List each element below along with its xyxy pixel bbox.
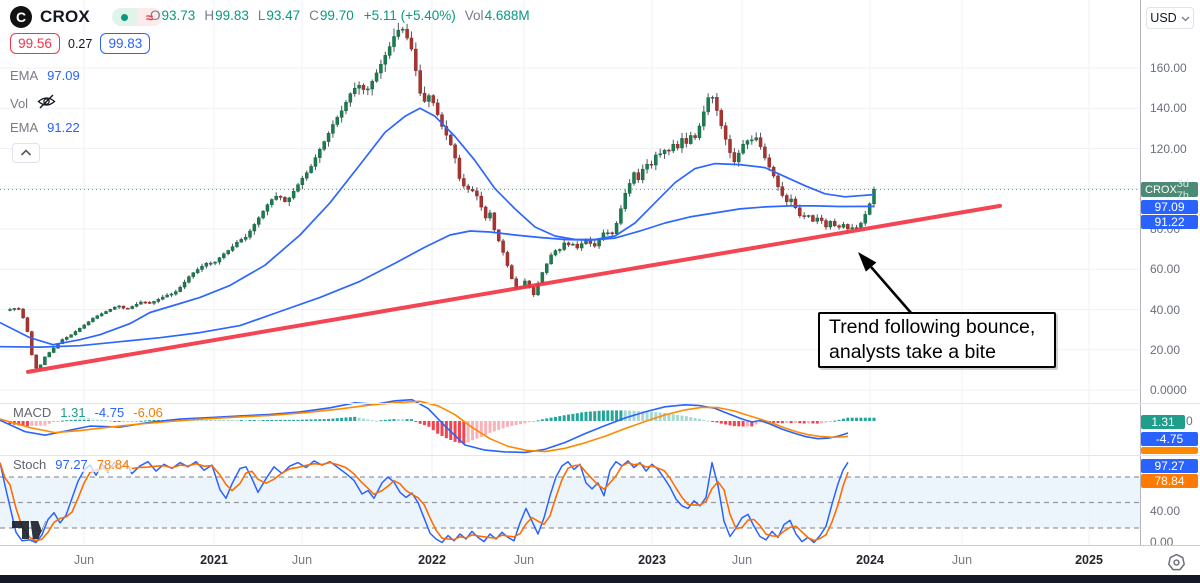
quote-buttons: 99.56 0.27 99.83 (10, 33, 151, 54)
time-label-2025: 2025 (1075, 553, 1103, 567)
market-status-badges[interactable]: ≈ (111, 8, 162, 26)
price-tick: 40.00 (1150, 302, 1181, 317)
ema2-price-label: 91.22 (1141, 215, 1198, 229)
sell-button[interactable]: 99.56 (10, 33, 60, 54)
time-label-Jun: Jun (73, 553, 95, 567)
macd-signal-label (1141, 447, 1198, 454)
symbol-countdown-label: CROX 3d 7h (1141, 178, 1198, 202)
price-tick: 60.00 (1150, 262, 1181, 277)
macd-line-label: -4.75 (1141, 432, 1198, 446)
time-label-Jun: Jun (951, 553, 973, 567)
ema1-price-label: 97.09 (1141, 200, 1198, 214)
chevron-down-icon (1181, 11, 1190, 25)
time-label-Jun: Jun (291, 553, 313, 567)
close-value: C99.70 (309, 8, 354, 23)
window-bottom-edge (0, 575, 1200, 583)
price-tick: 160.00 (1150, 61, 1187, 75)
symbol-header: C CROX ≈ (10, 5, 162, 29)
stoch-d-label: 78.84 (1141, 474, 1198, 488)
crox-logo-icon: C (10, 6, 32, 28)
low-value: L93.47 (257, 8, 301, 23)
approx-price-icon: ≈ (136, 8, 162, 26)
volume-value: Vol4.688M (464, 8, 530, 23)
time-label-Jun: Jun (513, 553, 535, 567)
macd-legend[interactable]: MACD 1.31 -4.75 -6.06 (10, 405, 166, 420)
change-value: +5.11 (+5.40%) (363, 8, 456, 23)
high-value: H99.83 (204, 8, 249, 23)
price-tick: 20.00 (1150, 342, 1181, 357)
stoch-k-label: 97.27 (1141, 459, 1198, 473)
price-scale[interactable] (1140, 0, 1200, 575)
time-label-2024: 2024 (856, 553, 884, 567)
time-label-2022: 2022 (418, 553, 446, 567)
stoch-tick: 40.00 (1150, 504, 1181, 518)
macd-zero-tick: 0 (1186, 414, 1193, 428)
price-tick: 0.0000 (1150, 383, 1187, 397)
spread-value: 0.27 (68, 36, 93, 51)
pane-separator[interactable] (0, 455, 1200, 456)
pane-separator[interactable] (0, 403, 1200, 404)
currency-selector[interactable]: USD (1146, 7, 1194, 29)
symbol-name[interactable]: CROX (40, 7, 90, 26)
time-label-Jun: Jun (731, 553, 753, 567)
annotation-text-line1: Trend following bounce, (829, 316, 1036, 338)
chart-canvas[interactable] (0, 0, 1140, 575)
ohlc-row: O93.73 H99.83 L93.47 C99.70 +5.11 (+5.40… (150, 8, 530, 23)
buy-button[interactable]: 99.83 (100, 33, 151, 54)
annotation-text-line2: analysts take a bite (829, 341, 996, 364)
time-label-2021: 2021 (200, 553, 228, 567)
open-value: O93.73 (150, 8, 196, 23)
stoch-d-value: 78.84 (96, 457, 130, 472)
macd-signal-value: -6.06 (133, 405, 163, 420)
price-tick: 120.00 (1150, 141, 1187, 156)
ema-legend-1[interactable]: EMA 97.09 (10, 68, 80, 83)
time-scale[interactable]: Jun 2021 Jun 2022 Jun 2023 Jun 2024 Jun 2025 (0, 545, 1200, 575)
eye-off-icon[interactable] (37, 94, 56, 112)
price-tick: 140.00 (1150, 101, 1187, 116)
macd-line-value: -4.75 (94, 405, 125, 420)
stoch-legend[interactable]: Stoch 97.27 78.84 (10, 457, 133, 472)
time-label-2023: 2023 (638, 553, 666, 567)
market-open-dot-icon (111, 8, 137, 26)
annotation-callout[interactable]: Trend following bounce, analysts take a … (818, 312, 1056, 368)
stoch-k-value: 97.27 (55, 457, 88, 472)
ema-legend-2[interactable]: EMA 91.22 (10, 120, 80, 135)
macd-hist-label: 1.31 (1141, 415, 1185, 429)
settings-gear-icon[interactable] (1167, 553, 1186, 577)
macd-hist-value: 1.31 (60, 405, 86, 420)
collapse-legend-button[interactable] (12, 143, 40, 163)
chevron-up-icon (20, 144, 32, 162)
vol-legend[interactable]: Vol (10, 94, 56, 112)
tradingview-logo-icon (12, 518, 46, 547)
